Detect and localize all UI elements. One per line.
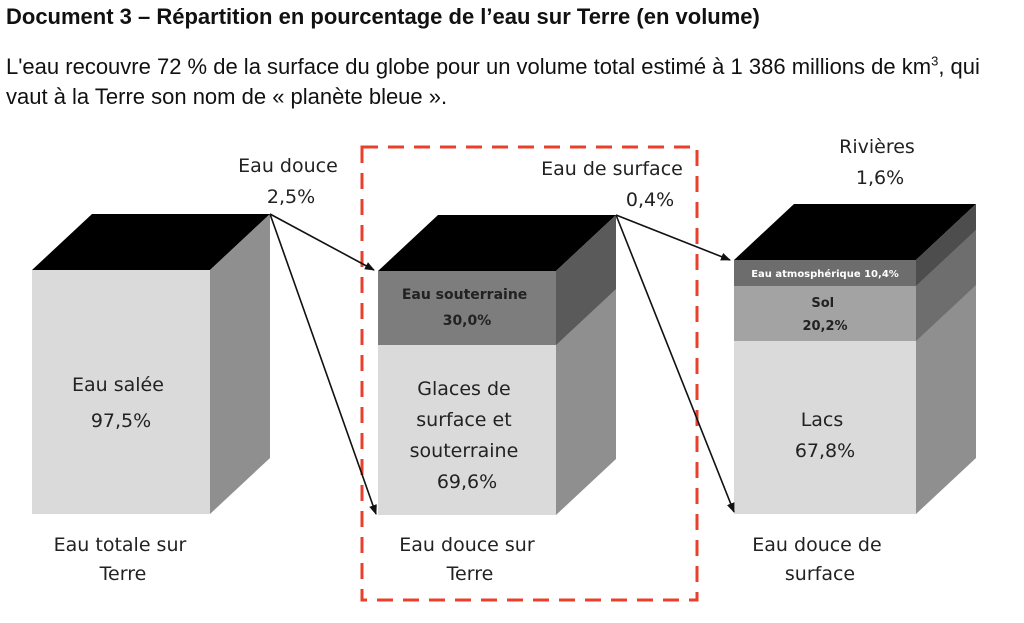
lakes-value: 67,8% — [795, 440, 855, 462]
fresh-water-value: 2,5% — [267, 186, 315, 208]
surface-water-caption-line1: Eau douce de — [752, 534, 881, 556]
cube-total-side — [210, 214, 270, 514]
cube-fresh-front — [378, 345, 556, 515]
svg-text:Eau douce de surface: Eau douce de surface — [752, 534, 887, 585]
fresh-water-caption-line1: Eau douce sur — [399, 534, 535, 556]
cube-surface-side-band2 — [916, 230, 976, 341]
ice-label-line1: Glaces de — [417, 378, 510, 400]
cube-fresh-water: Eau souterraine 30,0% Glaces de surface … — [378, 215, 616, 515]
cube-total-top — [32, 214, 270, 270]
surface-water-caption-line2: surface — [785, 563, 855, 585]
cube-surface-top — [734, 204, 976, 260]
surface-water-label: Eau de surface — [541, 158, 683, 180]
arrow-freshwater-to-bottom — [269, 213, 377, 515]
highlight-frame — [360, 145, 699, 602]
intro-exponent: 3 — [931, 53, 939, 69]
svg-text:Sol 20,2%: Sol 20,2% — [802, 296, 847, 334]
svg-text:Eau salée 97,5%: Eau salée 97,5% — [72, 374, 170, 432]
cube-total-water: Eau salée 97,5% — [32, 214, 270, 514]
svg-text:Eau douce 2,5%: Eau douce 2,5% — [238, 155, 344, 208]
groundwater-label: Eau souterraine — [402, 287, 527, 303]
cube-total-front — [32, 270, 210, 514]
soil-label: Sol — [811, 296, 834, 311]
atmospheric-band — [734, 260, 916, 286]
lakes-label: Lacs — [801, 409, 844, 431]
soil-band — [734, 286, 916, 341]
fresh-water-label: Eau douce — [238, 155, 338, 177]
salt-water-label: Eau salée — [72, 374, 164, 396]
svg-text:Eau totale sur Terre: Eau totale sur Terre — [54, 534, 193, 585]
intro-text: L'eau recouvre 72 % de la surface du glo… — [6, 52, 1016, 112]
arrow-freshwater-to-top — [269, 213, 375, 271]
groundwater-value: 30,0% — [443, 313, 492, 329]
arrow-surface-to-top — [615, 214, 731, 261]
cube-fresh-side-band — [556, 215, 616, 345]
svg-text:Glaces de surface et: Glaces de surface et souterraine 69,6% — [410, 378, 525, 493]
arrow-surface-to-bottom — [615, 214, 735, 513]
surface-water-value: 0,4% — [626, 189, 674, 211]
document-title: Document 3 – Répartition en pourcentage … — [6, 4, 760, 29]
cube-surface-side-band1 — [916, 204, 976, 286]
svg-text:Eau douce sur Terre: Eau douce sur Terre — [399, 534, 540, 585]
rivers-label: Rivières — [839, 136, 915, 158]
rivers-value: 1,6% — [856, 167, 904, 189]
fresh-water-caption-line2: Terre — [446, 563, 494, 585]
svg-text:Lacs 67,8%: Lacs 67,8% — [795, 409, 855, 462]
ice-label-line2: surface et — [416, 409, 511, 431]
groundwater-band — [378, 271, 556, 345]
soil-value: 20,2% — [802, 319, 847, 334]
intro-text-part1: L'eau recouvre 72 % de la surface du glo… — [6, 54, 932, 79]
salt-water-value: 97,5% — [91, 410, 151, 432]
svg-text:Eau de surface 0,4%: Eau de surface 0,4% — [541, 158, 689, 211]
ice-label-line3: souterraine — [410, 440, 519, 462]
total-water-caption-line2: Terre — [99, 563, 147, 585]
cube-fresh-top — [378, 215, 616, 271]
ice-value: 69,6% — [437, 471, 497, 493]
intro-text-part2: , qui vaut à la Terre son nom de « planè… — [6, 54, 980, 109]
atmospheric-label: Eau atmosphérique 10,4% — [751, 268, 899, 280]
cube-surface-front — [734, 341, 916, 514]
svg-text:Rivières 1,6%: Rivières 1,6% — [839, 136, 921, 189]
svg-text:Eau souterraine 30,0%: Eau souterraine 30,0% — [402, 287, 532, 329]
cube-surface-water: Eau atmosphérique 10,4% Sol 20,2% Lacs 6… — [734, 204, 976, 514]
total-water-caption-line1: Eau totale sur — [54, 534, 187, 556]
